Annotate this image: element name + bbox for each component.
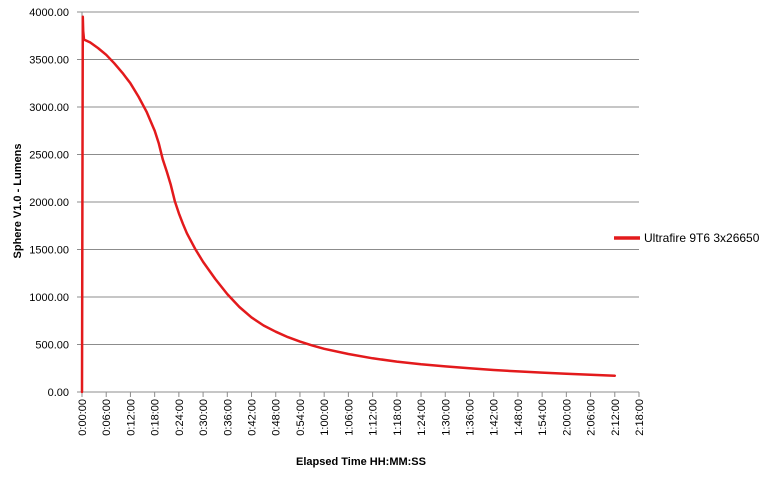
x-axis-title: Elapsed Time HH:MM:SS bbox=[296, 456, 426, 468]
y-tick-label: 4000.00 bbox=[29, 7, 69, 19]
x-tick-label: 2:18:00 bbox=[634, 399, 646, 436]
x-tick-label: 0:12:00 bbox=[125, 399, 137, 436]
y-tick-label: 3000.00 bbox=[29, 102, 69, 114]
gridlines bbox=[77, 11, 640, 397]
x-tick-label: 0:00:00 bbox=[77, 399, 89, 436]
x-tick-label: 1:12:00 bbox=[368, 399, 380, 436]
x-tick-label: 1:00:00 bbox=[319, 399, 331, 436]
x-tick-label: 2:00:00 bbox=[561, 399, 573, 436]
x-tick-label: 0:30:00 bbox=[198, 399, 210, 436]
y-tick-label: 1000.00 bbox=[29, 292, 69, 304]
y-tick-label: 2500.00 bbox=[29, 150, 69, 162]
x-tick-label: 1:06:00 bbox=[343, 399, 355, 436]
y-tick-label: 0.00 bbox=[48, 387, 69, 399]
y-tick-label: 1500.00 bbox=[29, 245, 69, 257]
y-tick-labels: 0.00 500.00 1000.00 1500.00 2000.00 2500.00 30… bbox=[29, 7, 69, 399]
x-tick-label: 0:36:00 bbox=[222, 399, 234, 436]
x-tick-label: 2:06:00 bbox=[586, 399, 598, 436]
x-tick-label: 0:54:00 bbox=[295, 399, 307, 436]
x-tick-label: 1:24:00 bbox=[416, 399, 428, 436]
x-tick-label: 0:24:00 bbox=[174, 399, 186, 436]
x-tick-label: 1:42:00 bbox=[489, 399, 501, 436]
series-line bbox=[80, 15, 617, 394]
x-tick-label: 1:36:00 bbox=[464, 399, 476, 436]
y-tick-label: 3500.00 bbox=[29, 55, 69, 67]
x-tick-label: 2:12:00 bbox=[610, 399, 622, 436]
x-tick-label: 1:48:00 bbox=[513, 399, 525, 436]
legend-label: Ultrafire 9T6 3x26650 bbox=[644, 231, 760, 245]
y-tick-label: 500.00 bbox=[35, 340, 69, 352]
x-tick-label: 0:18:00 bbox=[150, 399, 162, 436]
x-tick-label: 1:54:00 bbox=[537, 399, 549, 436]
x-tick-label: 1:30:00 bbox=[440, 399, 452, 436]
series bbox=[80, 15, 617, 394]
x-tick-labels: 0:00:00 0:06:00 0:12:00 0:18:00 0:24:00 0:30:… bbox=[77, 399, 646, 436]
y-axis-title: Sphere V1.0 - Lumens bbox=[12, 144, 24, 259]
y-tick-label: 2000.00 bbox=[29, 197, 69, 209]
x-tick-label: 0:42:00 bbox=[247, 399, 259, 436]
legend: Ultrafire 9T6 3x26650 bbox=[614, 231, 760, 245]
x-tick-label: 0:48:00 bbox=[271, 399, 283, 436]
x-tick-label: 1:18:00 bbox=[392, 399, 404, 436]
x-tick-label: 0:06:00 bbox=[101, 399, 113, 436]
